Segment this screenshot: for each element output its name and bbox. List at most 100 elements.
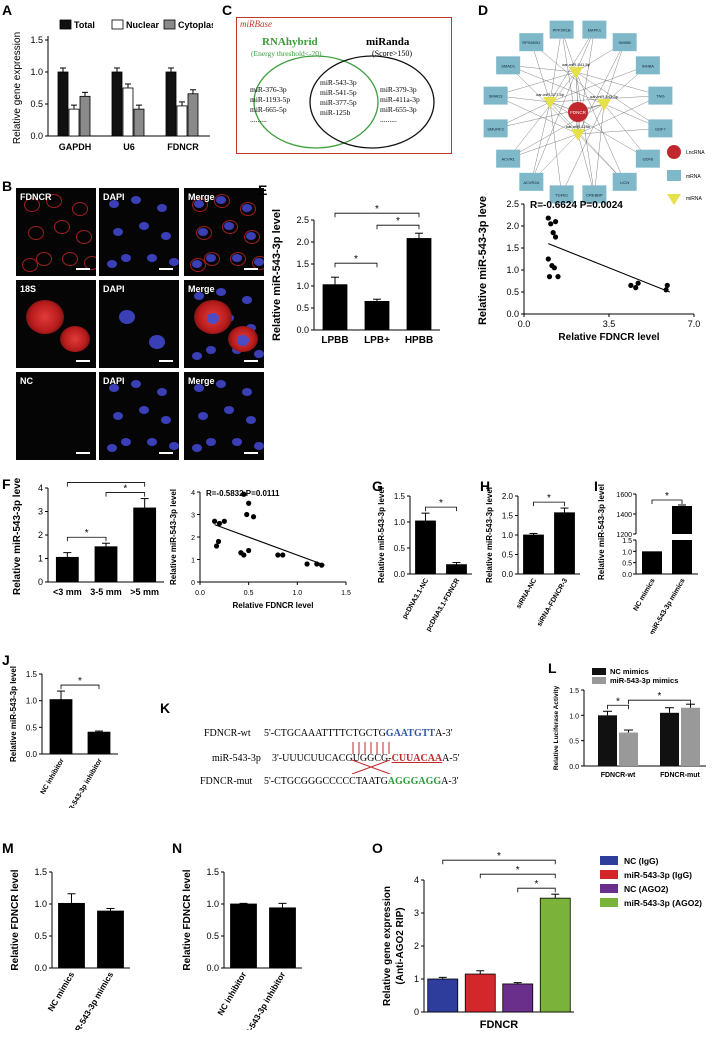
mrna-label: LICN [620, 180, 629, 185]
microscopy-label: FDNCR [20, 192, 52, 202]
nucleus [206, 438, 216, 446]
y-tick-label: 4 [414, 875, 419, 885]
stat-label: R=-0.6624 P=0.0024 [530, 200, 623, 211]
bar [642, 551, 662, 574]
venn-shared-item: miR-377-5p [320, 98, 357, 107]
y-tick-label: 1200 [616, 532, 632, 539]
cytoplasm-signal [84, 256, 96, 270]
nucleus [194, 384, 204, 392]
data-point [275, 552, 281, 558]
mrna-label: GDF6 [643, 157, 654, 162]
mrna-node [549, 185, 574, 204]
scale-bar [159, 360, 173, 362]
network-edge [531, 71, 577, 182]
network-edge [575, 71, 595, 195]
nucleus [161, 416, 171, 424]
network-edge [508, 103, 605, 159]
cytoplasm-signal [240, 202, 256, 216]
mrna-label: ACVR2A [523, 180, 539, 185]
network-edge [531, 101, 551, 182]
bar [502, 983, 534, 1013]
bar [269, 907, 296, 969]
microscopy-label: DAPI [103, 376, 125, 386]
sig-bracket [66, 482, 146, 487]
nucleus [206, 346, 216, 354]
cytoplasm-signal [28, 226, 44, 240]
chart-f-scatter: 0 1 2 3 4 0.0 0.5 1.0 1.5 R=-0.5832 P=0.0111 Relat… [169, 489, 351, 608]
sig-star: * [78, 676, 82, 687]
panel-letter-d: D [478, 2, 489, 18]
category-label: pcDNA3.1-FDNCR [425, 578, 461, 633]
category-label: miR-543-3p mimics [649, 577, 687, 634]
bar [97, 910, 124, 969]
seq-mir-right: A-5' [442, 753, 460, 764]
y-tick-label: 1.0 [506, 265, 519, 275]
nucleus [113, 228, 123, 236]
y-tick-label: 2.5 [506, 199, 519, 209]
y-tick-label: 0.0 [569, 764, 579, 771]
y-tick-label: 1400 [616, 512, 632, 519]
data-point [215, 538, 222, 545]
category-label: NC mimics [46, 970, 77, 1013]
sig-bracket [66, 536, 107, 542]
scale-bar [159, 452, 173, 454]
nucleus [107, 260, 117, 268]
microscopy-label: DAPI [103, 192, 125, 202]
nucleus [157, 388, 167, 396]
stat-label: R=-0.5832 P=0.0111 [206, 489, 280, 498]
category-label: 3-5 mm [90, 587, 122, 597]
venn-right-list: miR-379-3p miR-411a-3p miR-655-3p......... [380, 85, 420, 125]
nucleus [192, 352, 202, 360]
mrna-node [612, 33, 637, 52]
venn-right-title: miRanda [366, 36, 410, 48]
y-tick-label: 2.0 [296, 237, 309, 247]
y-axis-label: Relative miR-543-3p level [169, 489, 178, 585]
legend-label: miR-543-3p mimics [610, 676, 678, 685]
category-label: NC inhibitor [215, 969, 248, 1017]
cytoplasm-signal [22, 258, 38, 272]
nucleus [254, 442, 264, 450]
y-axis-label: Relative miR-543-3p level [597, 484, 606, 580]
network-edge [603, 103, 648, 159]
venn-left-item: miR-376-3p [250, 85, 287, 94]
y-tick-label: 1.0 [569, 713, 579, 720]
bar [87, 731, 111, 755]
seq-mut-label: FDNCR-mut [200, 776, 253, 787]
sig-star: * [535, 879, 539, 890]
bar [672, 506, 692, 534]
data-point [635, 280, 641, 286]
cytoplasm-signal [24, 198, 40, 212]
cytoplasm-signal [192, 198, 208, 212]
mrna-node [549, 20, 574, 39]
nucleus [147, 254, 157, 262]
mrna-node [483, 86, 508, 105]
mrna-label: INHBB [619, 40, 632, 45]
cytoplasm-signal [60, 326, 90, 352]
data-point [280, 552, 286, 558]
panel-letter-f: F [2, 476, 11, 492]
legend-lncrna-swatch [667, 145, 681, 159]
mrna-node [648, 86, 673, 105]
bar [406, 238, 432, 331]
bar [427, 978, 459, 1013]
category-label: pcDNA3.1-NC [401, 578, 430, 621]
chart-l: 0.0 0.5 1.0 1.5 FDNCR-wt FDNCR-mut * * Relative … [553, 667, 706, 779]
y-tick-label: 0.0 [206, 963, 219, 973]
network-edge [549, 29, 595, 103]
network-edge [575, 71, 625, 182]
bar [57, 71, 69, 137]
venn-left-list: miR-376-3p miR-1193-5p miR-665-5p......... [250, 85, 290, 125]
venn-left-sub: (Energy threshold<-20) [251, 49, 322, 58]
nucleus [147, 438, 157, 446]
bar [133, 108, 145, 137]
y-tick-label: 0.5 [296, 303, 309, 313]
venn-right-item: miR-411a-3p [380, 95, 420, 104]
microscopy-image: DAPI [99, 372, 179, 460]
cytoplasm-signal [196, 226, 212, 240]
y-tick-label: 3 [38, 507, 43, 517]
panel-letter-c: C [222, 2, 233, 18]
bar [672, 540, 692, 574]
bar [165, 71, 177, 137]
y-tick-label: 1.5 [502, 512, 514, 521]
